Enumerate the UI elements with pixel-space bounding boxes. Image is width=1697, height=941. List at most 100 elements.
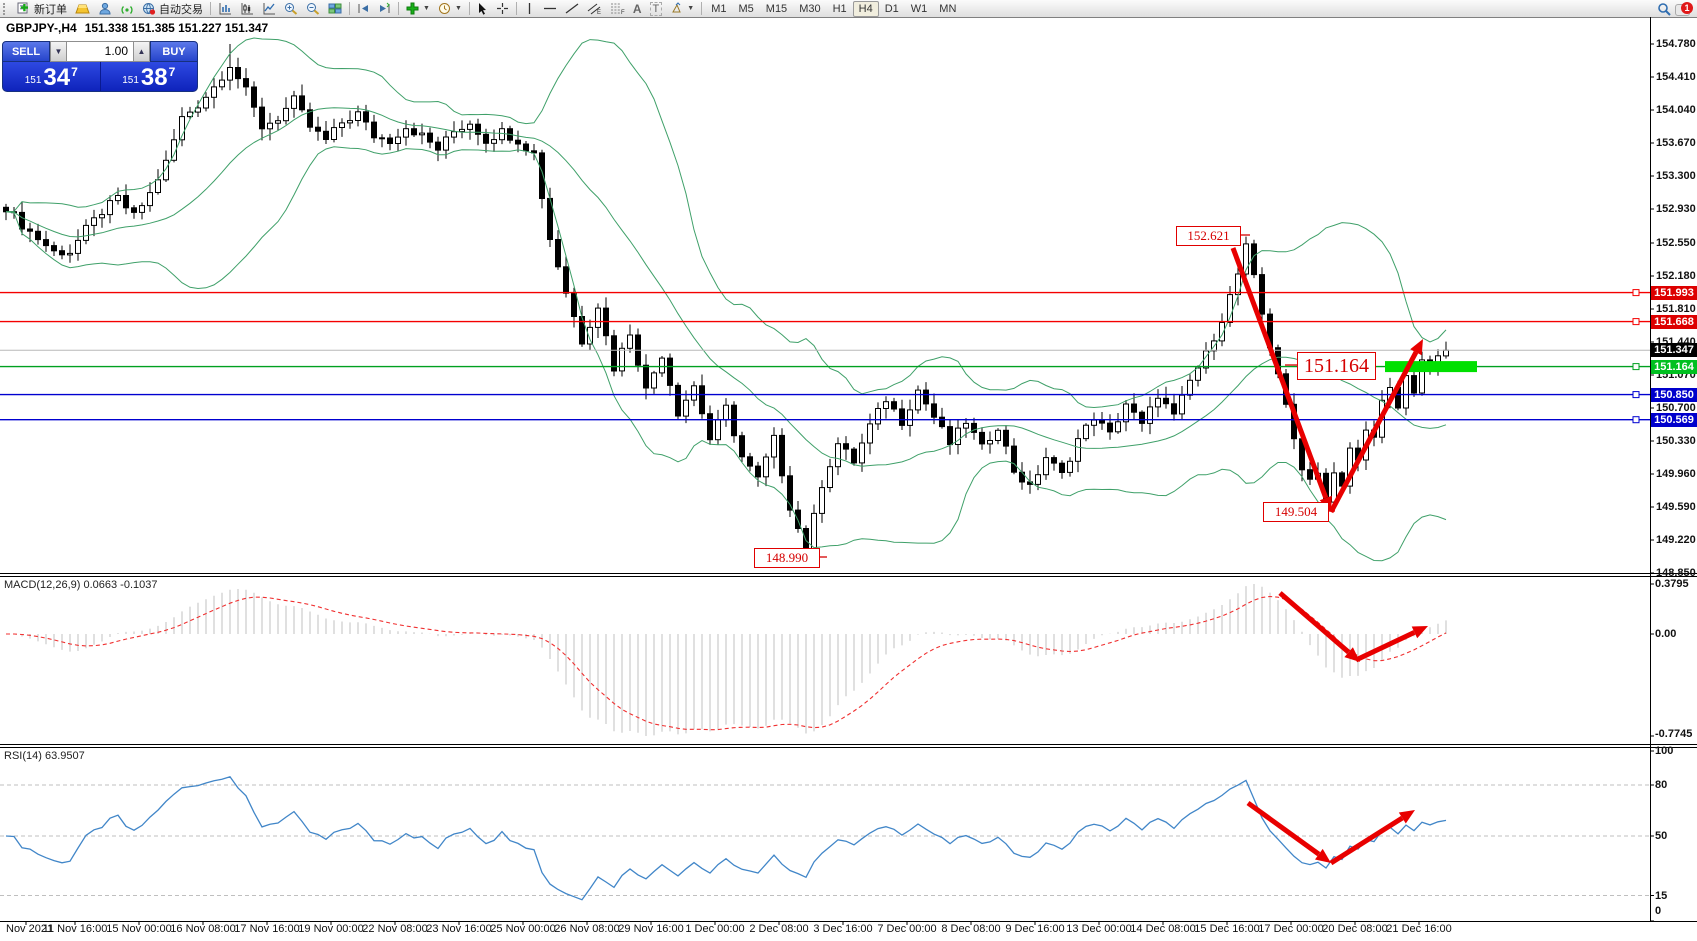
vertical-line-tool[interactable] [520,1,539,17]
vertical-line-icon [528,3,531,14]
timeframe-button-mn[interactable]: MN [939,2,957,15]
lot-size-input[interactable]: 1.00 [67,41,133,62]
community-button[interactable] [94,1,116,17]
svg-text:F: F [621,10,625,15]
toolbar-separator [398,2,399,15]
price-annotation[interactable]: 152.621 [1176,226,1241,246]
horizontal-line-tool[interactable] [539,1,561,17]
toolbar-separator [515,2,517,15]
trend-arrows[interactable] [1230,247,1428,866]
timeframe-button-m30[interactable]: M30 [799,2,821,15]
signals-button[interactable] [116,1,138,17]
timeframe-button-m5[interactable]: M5 [738,2,754,15]
sell-price-display[interactable]: 151 34 7 [3,62,100,91]
candle-chart-icon [241,3,253,15]
macd-signal-line [6,595,1447,731]
fibonacci-tool[interactable]: F [606,1,629,17]
price-annotation[interactable]: 151.164 [1297,352,1376,380]
buy-price-sup: 7 [168,65,176,79]
timeframe-button-h4[interactable]: H4 [852,0,879,17]
text-label-icon: T [649,1,663,16]
toolbar-separator [701,2,703,15]
line-chart-icon [263,3,275,15]
clock-icon [438,3,450,14]
buy-price-prefix: 151 [122,75,139,86]
macd-indicator-label: MACD(12,26,9) 0.0663 -0.1037 [4,579,158,591]
zoom-out-icon [307,3,320,15]
zoom-out-button[interactable] [302,1,324,17]
search-icon[interactable] [1657,2,1671,16]
auto-trading-globe-icon [143,3,156,15]
text-tool-icon: A [632,1,642,16]
crosshair-tool-button[interactable] [492,1,513,17]
add-indicator-button[interactable]: ▼ [402,1,434,17]
auto-scroll-icon [380,2,390,13]
highlight-bar[interactable] [1385,361,1477,373]
sell-price-prefix: 151 [24,75,42,86]
text-label-tool[interactable]: T [646,1,667,17]
toolbar-grip[interactable] [3,2,10,15]
symbol-ohlc: 151.338 151.385 151.227 151.347 [84,21,269,35]
arrows-tool[interactable]: ▼ [666,1,698,17]
timeframe-button-m15[interactable]: M15 [765,2,788,15]
panel-borders [0,17,1697,925]
chart-canvas[interactable] [0,17,1697,941]
bar-chart-button[interactable] [214,1,236,17]
toolbar-separator [210,2,211,15]
lot-decrease-button[interactable]: ▼ [50,41,67,62]
deposit-button[interactable] [71,1,94,17]
buy-price-big: 38 [140,64,168,91]
chevron-down-icon: ▼ [454,5,462,12]
buy-button[interactable]: BUY [150,41,198,62]
svg-text:E: E [597,10,601,15]
gold-ingot-icon [75,4,90,13]
annotation-connectors [818,234,1335,558]
add-indicator-icon [406,2,419,15]
line-chart-button[interactable] [258,1,280,17]
timeframe-button-d1[interactable]: D1 [884,2,899,15]
timeframe-button-m1[interactable]: M1 [711,2,727,15]
crosshair-icon [496,3,508,14]
lot-increase-button[interactable]: ▲ [133,41,150,62]
timeframe-button-h1[interactable]: H1 [832,2,847,15]
candles-layer [3,44,1449,562]
period-button[interactable]: ▼ [434,1,466,17]
channel-icon: E [587,3,601,15]
text-tool[interactable]: A [629,1,646,17]
symbol-header: GBPJPY-,H4 151.338 151.385 151.227 151.34… [6,21,276,35]
new-order-label: 新订单 [34,3,67,16]
tile-windows-button[interactable] [324,1,346,17]
rsi-line [5,776,1447,901]
timeframe-button-w1[interactable]: W1 [910,2,928,15]
fibonacci-icon: F [610,3,625,15]
horizontal-lines[interactable] [0,289,1650,424]
price-annotation[interactable]: 148.990 [754,548,820,568]
auto-trading-button[interactable]: 自动交易 [138,1,207,17]
chart-area[interactable]: 154.780 154.410 154.040 153.670 153.300 152.9… [0,17,1697,941]
new-order-button[interactable]: 新订单 [13,1,71,17]
chart-shift-button[interactable] [353,1,374,17]
one-click-trading-widget: SELL ▼ 1.00 ▲ BUY 151 34 7 151 38 7 [2,41,198,92]
notification-badge[interactable]: 1 [1675,1,1693,16]
sell-price-sup: 7 [71,65,78,79]
price-annotation[interactable]: 149.504 [1263,502,1329,522]
toolbar-separator [349,2,350,15]
tile-windows-icon [328,3,342,14]
trendline-tool[interactable] [561,1,583,17]
toolbar-right-group: 1 [1657,0,1693,17]
chevron-down-icon: ▼ [687,5,695,12]
notification-count: 1 [1681,1,1693,14]
candle-chart-button[interactable] [236,1,258,17]
equidistant-channel-tool[interactable]: E [583,1,606,17]
macd-histogram [13,584,1447,736]
cursor-tool-button[interactable] [473,1,492,17]
toolbar-separator [468,2,470,15]
sell-button[interactable]: SELL [2,41,50,62]
zoom-in-icon [285,3,298,15]
community-user-icon [99,2,111,15]
buy-price-display[interactable]: 151 38 7 [99,62,198,91]
cursor-arrow-icon [478,3,486,15]
zoom-in-button[interactable] [280,1,302,17]
auto-scroll-button[interactable] [374,1,395,17]
